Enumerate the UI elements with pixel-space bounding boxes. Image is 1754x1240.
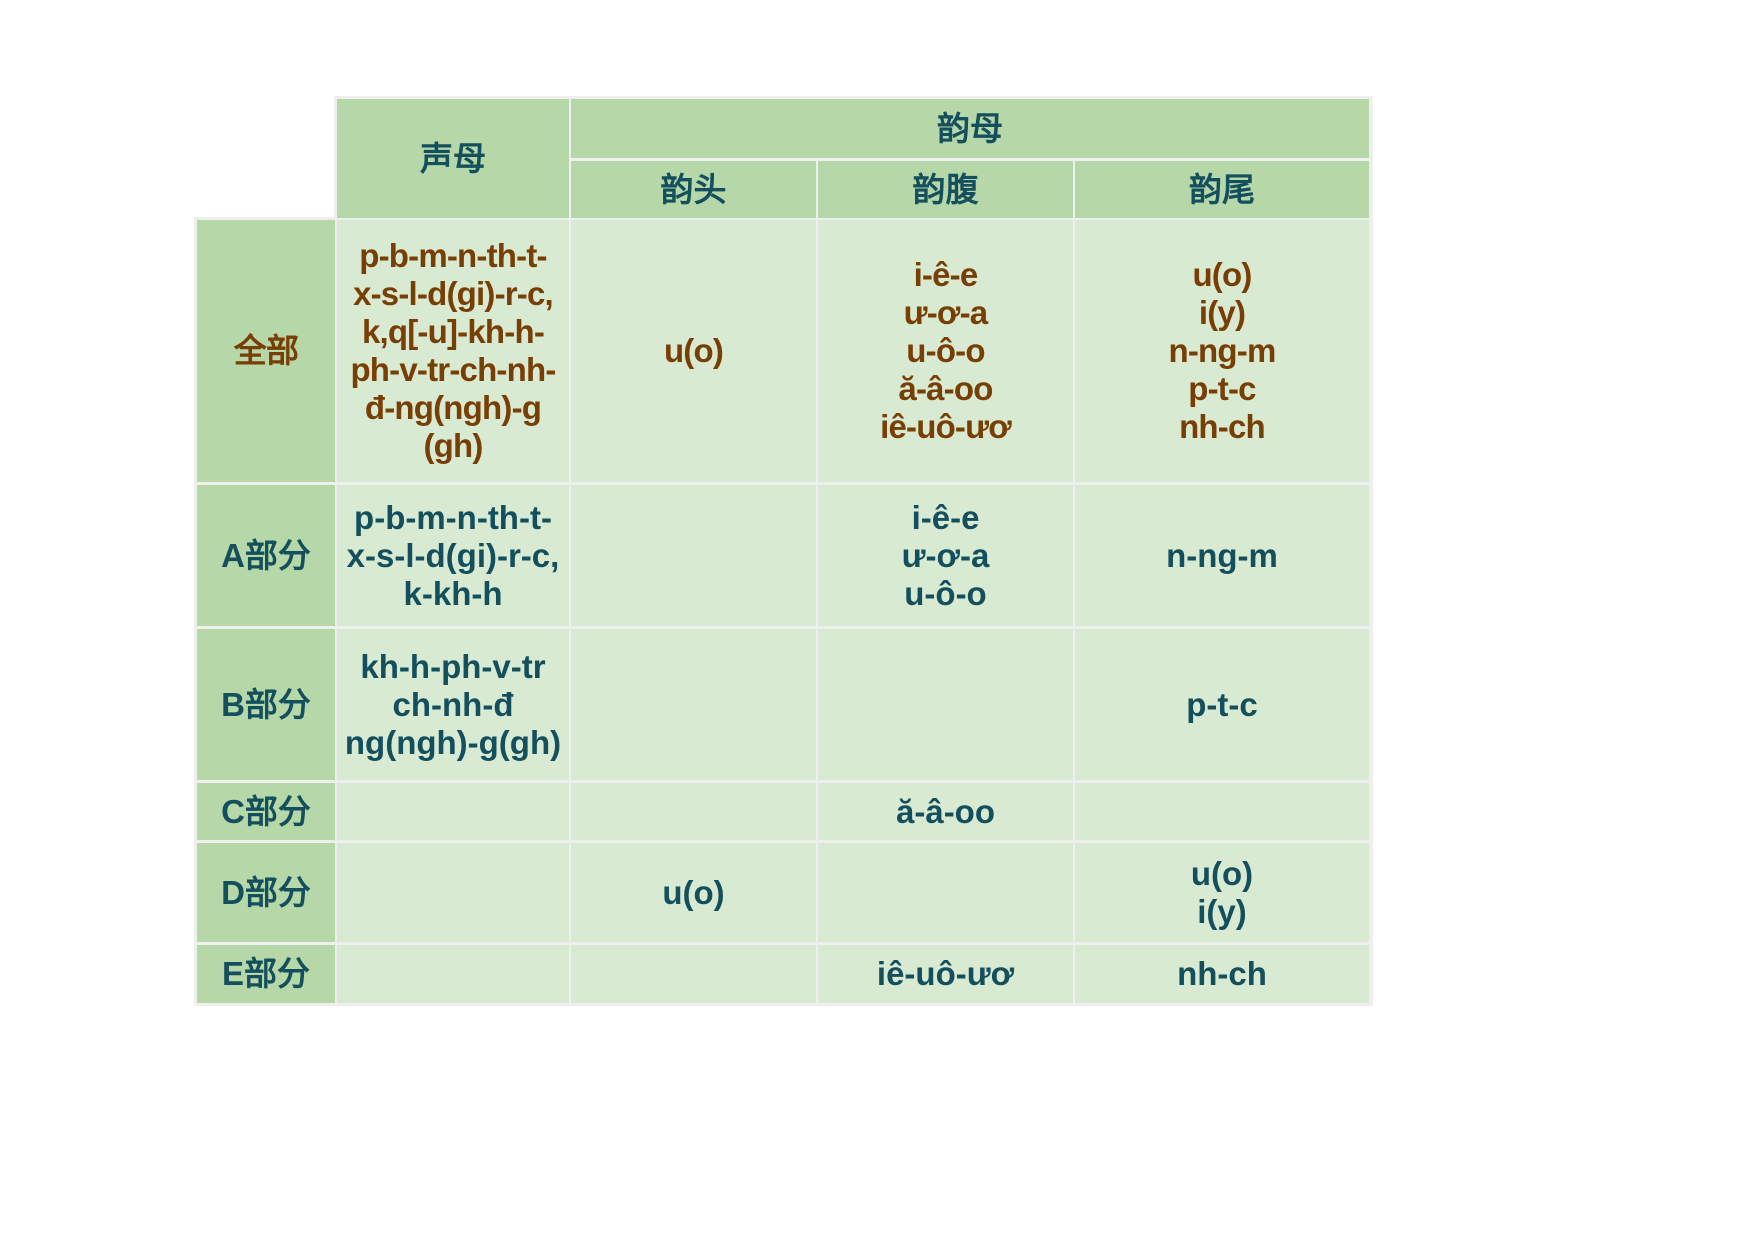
row-label-e: E部分 xyxy=(197,945,335,1003)
cell-all-nucleus: i-ê-e ư-ơ-a u-ô-o ă-â-oo iê-uô-ươ xyxy=(818,220,1073,482)
header-medial: 韵头 xyxy=(571,161,816,218)
cell-b-medial xyxy=(571,629,816,780)
cell-e-nucleus: iê-uô-ươ xyxy=(818,945,1073,1003)
header-coda: 韵尾 xyxy=(1075,161,1369,218)
cell-all-medial: u(o) xyxy=(571,220,816,482)
cell-d-medial: u(o) xyxy=(571,843,816,942)
header-initial: 声母 xyxy=(337,99,569,218)
cell-a-nucleus: i-ê-e ư-ơ-a u-ô-o xyxy=(818,485,1073,626)
header-nucleus: 韵腹 xyxy=(818,161,1073,218)
row-label-c: C部分 xyxy=(197,783,335,840)
row-label-all: 全部 xyxy=(197,220,335,482)
cell-e-coda: nh-ch xyxy=(1075,945,1369,1003)
cell-b-initial: kh-h-ph-v-tr ch-nh-đ ng(ngh)-g(gh) xyxy=(337,629,569,780)
row-label-d: D部分 xyxy=(197,843,335,942)
cell-a-coda: n-ng-m xyxy=(1075,485,1369,626)
cell-d-coda: u(o) i(y) xyxy=(1075,843,1369,942)
header-final: 韵母 xyxy=(571,99,1369,158)
cell-d-nucleus xyxy=(818,843,1073,942)
cell-c-initial xyxy=(337,783,569,840)
cell-all-initial: p-b-m-n-th-t- x-s-l-d(gi)-r-c, k,q[-u]-k… xyxy=(337,220,569,482)
cell-d-initial xyxy=(337,843,569,942)
cell-c-medial xyxy=(571,783,816,840)
cell-c-coda xyxy=(1075,783,1369,840)
cell-all-coda: u(o) i(y) n-ng-m p-t-c nh-ch xyxy=(1075,220,1369,482)
cell-b-coda: p-t-c xyxy=(1075,629,1369,780)
cell-a-medial xyxy=(571,485,816,626)
row-label-a: A部分 xyxy=(197,485,335,626)
cell-e-medial xyxy=(571,945,816,1003)
cell-b-nucleus xyxy=(818,629,1073,780)
cell-a-initial: p-b-m-n-th-t- x-s-l-d(gi)-r-c, k-kh-h xyxy=(337,485,569,626)
cell-e-initial xyxy=(337,945,569,1003)
row-label-b: B部分 xyxy=(197,629,335,780)
cell-c-nucleus: ă-â-oo xyxy=(818,783,1073,840)
